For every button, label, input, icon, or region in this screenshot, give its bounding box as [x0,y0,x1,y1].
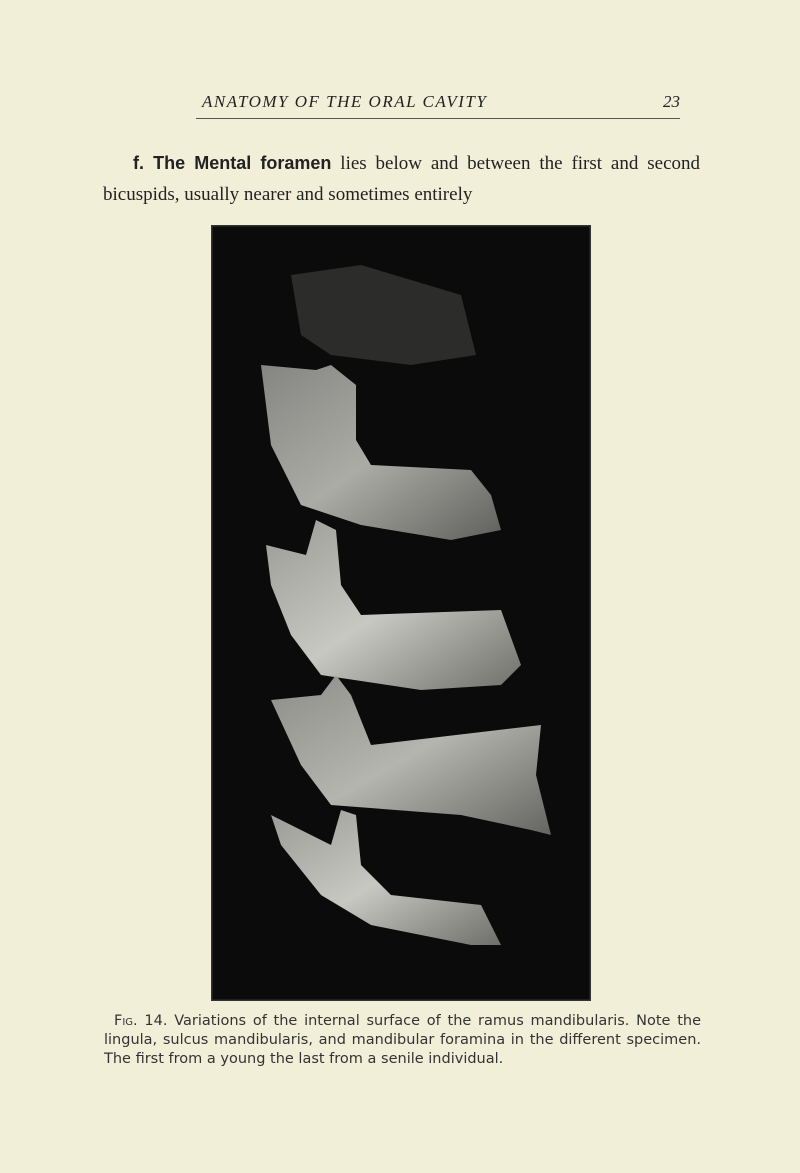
figure-caption: Fig. 14. Variations of the internal surf… [104,1012,701,1069]
jaw-shape [266,520,521,690]
caption-text: Variations of the internal surface of th… [104,1013,701,1067]
jaw-shape [271,810,501,945]
figure-photo [211,225,591,1001]
jaw-shape [271,675,551,835]
paragraph-text: lies below and between the first and sec… [103,153,701,205]
paragraph-lead: f. The Mental foramen [133,153,332,173]
running-header: ANATOMY OF THE ORAL CAVITY 23 [196,92,680,119]
page-number: 23 [663,92,680,111]
paragraph: f. The Mental foramen lies below and bet… [103,148,700,210]
header-title: ANATOMY OF THE ORAL CAVITY [202,92,488,111]
jaw-shape [291,265,476,365]
jaw-shape [261,365,501,540]
caption-label: Fig. 14. [114,1013,168,1029]
